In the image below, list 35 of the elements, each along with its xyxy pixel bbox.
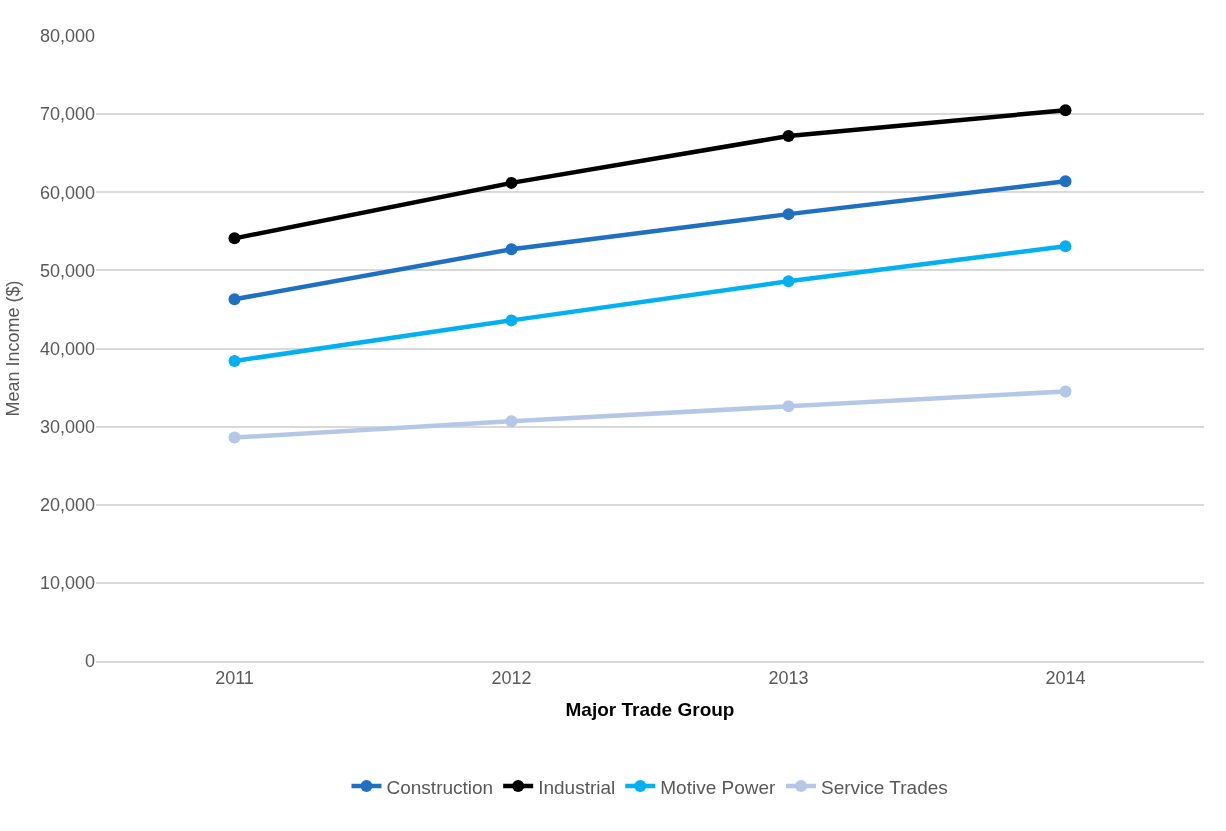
y-tick-label: 60,000 <box>39 182 95 203</box>
x-tick-label: 2013 <box>768 668 809 689</box>
point <box>228 293 241 306</box>
point <box>782 275 795 288</box>
point <box>1059 104 1072 117</box>
y-tick-label: 80,000 <box>39 26 95 47</box>
y-tick-label: 20,000 <box>39 495 95 516</box>
y-tick-label: 40,000 <box>39 338 95 359</box>
point <box>505 176 518 189</box>
legend-label: Motive Power <box>660 776 777 798</box>
point <box>228 431 241 444</box>
point <box>1059 240 1072 253</box>
y-tick-label: 10,000 <box>39 573 95 594</box>
y-tick-label: 70,000 <box>39 104 95 125</box>
point <box>228 355 241 367</box>
y-tick-label: 30,000 <box>39 416 95 437</box>
legend-label: Service Trades <box>821 776 948 798</box>
y-tick-label: 0 <box>84 651 95 672</box>
x-axis-title: Major Trade Group <box>565 698 735 720</box>
y-tick-label: 50,000 <box>39 260 95 281</box>
x-tick-label: 2012 <box>491 668 532 689</box>
x-tick-label: 2014 <box>1045 668 1086 689</box>
point <box>505 243 518 256</box>
point <box>1059 175 1072 188</box>
point <box>228 232 241 245</box>
legend-label: Construction <box>386 776 494 798</box>
legend-label: Industrial <box>538 776 616 798</box>
point <box>782 400 795 413</box>
point <box>782 130 795 142</box>
y-axis-title: Mean Income ($) <box>3 280 24 417</box>
point <box>505 314 518 327</box>
point <box>1059 385 1072 398</box>
x-tick-label: 2011 <box>215 668 254 689</box>
point <box>505 415 518 428</box>
point <box>782 208 795 221</box>
